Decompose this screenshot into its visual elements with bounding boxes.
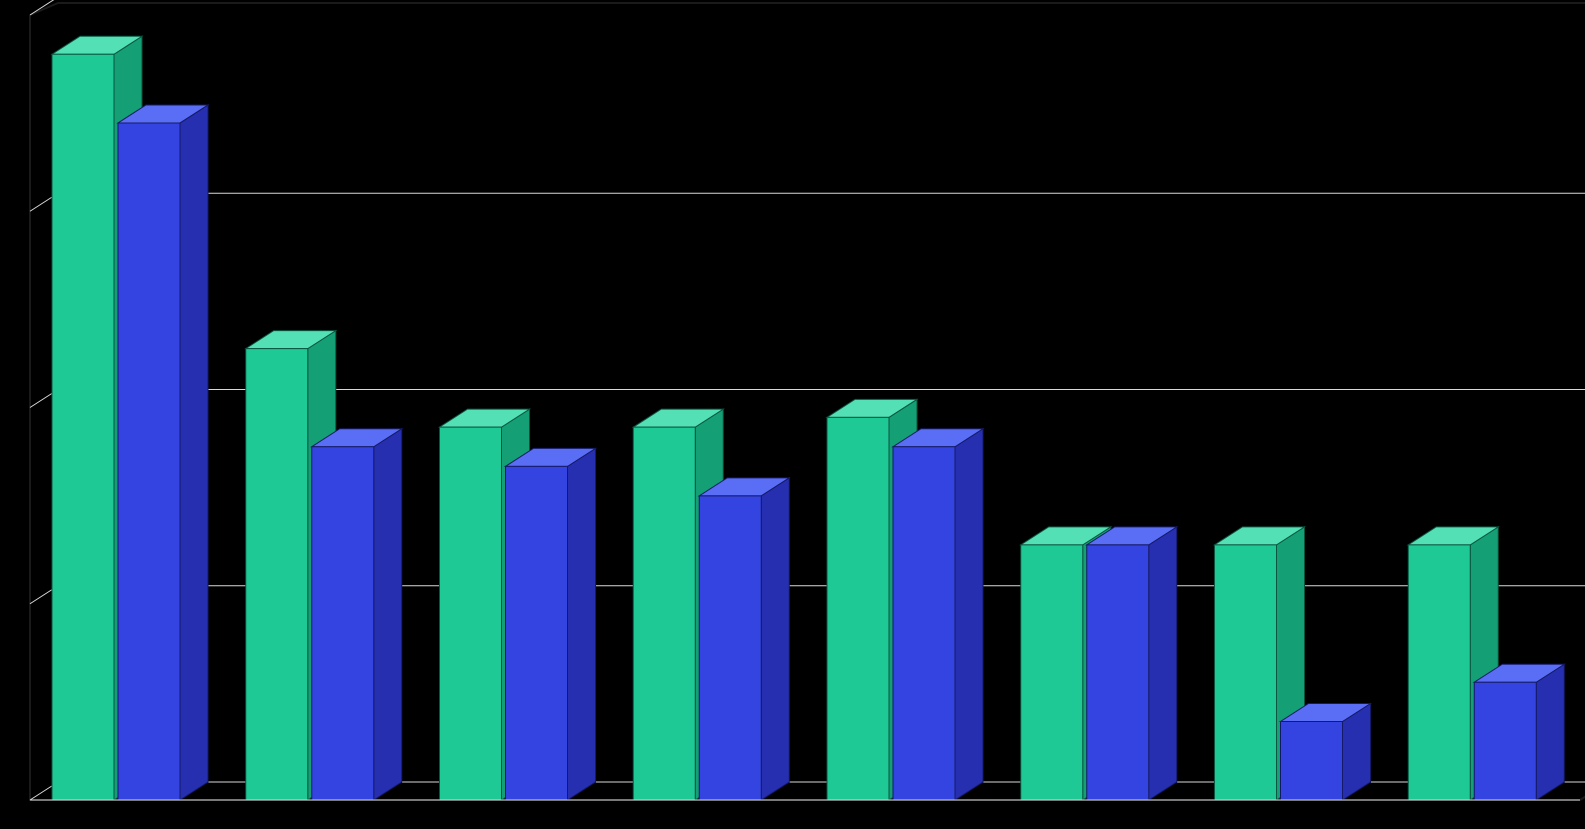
- bar: [312, 429, 402, 800]
- bar: [118, 105, 208, 800]
- bar-chart: [0, 0, 1585, 829]
- bar: [1281, 704, 1371, 801]
- bar: [699, 478, 789, 800]
- bar: [506, 448, 596, 800]
- bar: [893, 429, 983, 800]
- bar: [1474, 664, 1564, 800]
- bar: [1087, 527, 1177, 800]
